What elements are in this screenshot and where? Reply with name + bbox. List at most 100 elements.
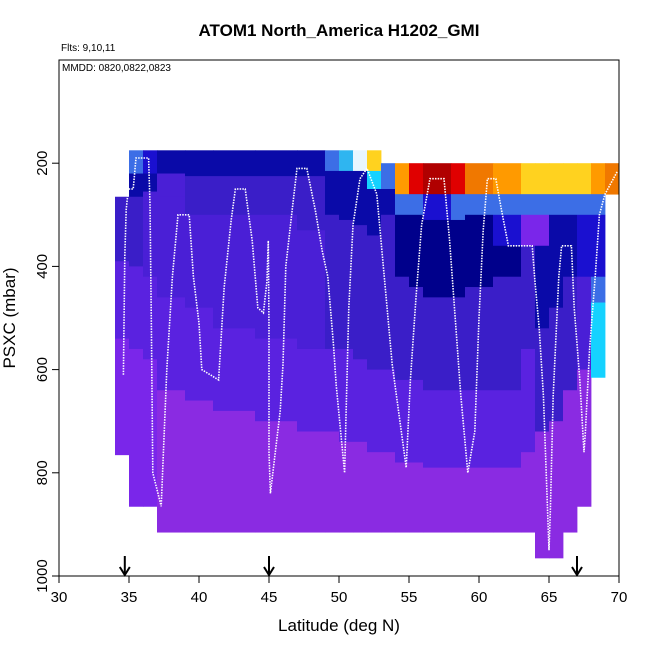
heat-cell-6-2 — [255, 214, 298, 340]
x-axis: 30 35 40 45 50 55 60 65 70 — [51, 576, 628, 606]
heat-cell-9-1 — [339, 170, 354, 221]
heat-cell-11-5 — [367, 452, 382, 533]
heat-cell-9-2 — [339, 219, 354, 350]
heat-cell-11-2 — [367, 189, 382, 236]
heat-cell-2-3 — [143, 276, 158, 360]
heat-cell-14-3 — [409, 287, 424, 381]
heat-cell-8-4 — [325, 431, 340, 533]
heat-cell-2-4 — [143, 359, 158, 507]
heat-cell-22-4 — [563, 390, 578, 533]
heat-cell-3-4 — [157, 390, 186, 533]
heat-cell-5-4 — [213, 410, 256, 533]
heat-cell-24-3 — [591, 276, 606, 303]
heat-cell-11-1 — [367, 170, 382, 190]
heat-cell-19-3 — [521, 245, 536, 350]
heat-cell-24-4 — [591, 302, 606, 378]
heat-cell-4-1 — [185, 176, 214, 216]
heat-cell-8-2 — [325, 214, 340, 350]
heat-cell-11-4 — [367, 369, 382, 453]
heat-cell-6-1 — [255, 176, 298, 216]
heat-cell-5-3 — [213, 328, 256, 412]
heat-cell-23-3 — [577, 276, 592, 370]
arrow-head-1 — [263, 566, 275, 577]
heat-cell-7-1 — [297, 176, 326, 231]
heat-cell-1-4 — [129, 348, 144, 507]
heat-cell-13-0 — [395, 163, 410, 195]
heatmap-cells — [115, 150, 620, 559]
heat-cell-18-1 — [493, 194, 522, 216]
heat-cell-16-2 — [451, 219, 466, 298]
heat-cell-12-4 — [381, 452, 396, 533]
heat-cell-9-0 — [339, 150, 354, 172]
heat-cell-16-1 — [451, 194, 466, 221]
heat-cell-3-0 — [157, 150, 186, 174]
heat-cell-5-0 — [213, 150, 256, 177]
heat-cell-15-5 — [423, 467, 452, 533]
heat-cell-1-1 — [129, 173, 144, 198]
heat-cell-20-5 — [535, 431, 550, 559]
heat-cell-4-3 — [185, 307, 214, 401]
heat-cell-3-3 — [157, 297, 186, 391]
heat-cell-19-2 — [521, 214, 536, 247]
heat-cell-5-2 — [213, 214, 256, 329]
heat-cell-11-0 — [367, 150, 382, 172]
arrow-head-2 — [571, 566, 583, 577]
heat-cell-23-0 — [577, 163, 592, 195]
heat-cell-20-2 — [535, 214, 550, 247]
heat-cell-1-3 — [129, 266, 144, 350]
y-axis: 200 400 600 800 1000 — [34, 151, 59, 593]
heat-cell-19-1 — [521, 194, 536, 216]
latitude-arrows — [118, 556, 583, 577]
heat-cell-19-5 — [521, 452, 536, 533]
heat-cell-18-2 — [493, 214, 522, 247]
x-axis-label: Latitude (deg N) — [278, 616, 400, 635]
heat-cell-16-3 — [451, 297, 466, 391]
heat-cell-7-0 — [297, 150, 326, 177]
x-tick-label-50: 50 — [331, 589, 348, 606]
heat-cell-24-0 — [591, 163, 606, 195]
x-tick-label-40: 40 — [191, 589, 208, 606]
heat-cell-8-1 — [325, 170, 340, 216]
heat-cell-22-3 — [563, 276, 578, 391]
heat-cell-19-4 — [521, 348, 536, 453]
flight-track-line — [122, 157, 619, 551]
heat-cell-7-3 — [297, 348, 326, 432]
heat-cell-21-0 — [549, 163, 564, 195]
heat-cell-4-0 — [185, 150, 214, 177]
heat-cell-14-4 — [409, 379, 424, 463]
y-tick-label-800: 800 — [34, 460, 51, 485]
heat-cell-4-2 — [185, 214, 214, 309]
heat-cell-7-2 — [297, 230, 326, 350]
heat-cell-0-1 — [115, 261, 130, 340]
heat-cell-17-2 — [465, 214, 494, 288]
heat-cell-12-1 — [381, 189, 396, 216]
heat-cell-24-1 — [591, 194, 606, 216]
heat-cell-25-0 — [605, 163, 620, 195]
heat-cell-14-0 — [409, 163, 424, 195]
heat-cell-6-3 — [255, 338, 298, 422]
heat-cell-0-2 — [115, 338, 130, 456]
heat-cell-22-1 — [563, 194, 578, 216]
heat-cell-14-2 — [409, 214, 424, 288]
heat-cell-2-1 — [143, 173, 158, 192]
heat-cell-2-0 — [143, 150, 158, 174]
chart-title: ATOM1 North_America H1202_GMI — [199, 21, 480, 40]
flight-track — [122, 157, 619, 551]
x-tick-label-35: 35 — [121, 589, 138, 606]
heat-cell-7-4 — [297, 431, 326, 533]
x-tick-label-60: 60 — [471, 589, 488, 606]
x-tick-label-55: 55 — [401, 589, 418, 606]
heat-cell-16-5 — [451, 467, 466, 533]
y-tick-label-400: 400 — [34, 254, 51, 279]
heat-cell-23-2 — [577, 214, 592, 278]
x-tick-label-30: 30 — [51, 589, 68, 606]
arrow-head-0 — [118, 566, 131, 577]
heat-cell-24-2 — [591, 214, 606, 278]
y-tick-label-200: 200 — [34, 151, 51, 176]
x-tick-label-70: 70 — [611, 589, 628, 606]
heat-cell-20-3 — [535, 245, 550, 329]
heat-cell-23-1 — [577, 194, 592, 216]
heat-cell-3-1 — [157, 173, 186, 198]
heat-cell-17-5 — [465, 467, 494, 533]
